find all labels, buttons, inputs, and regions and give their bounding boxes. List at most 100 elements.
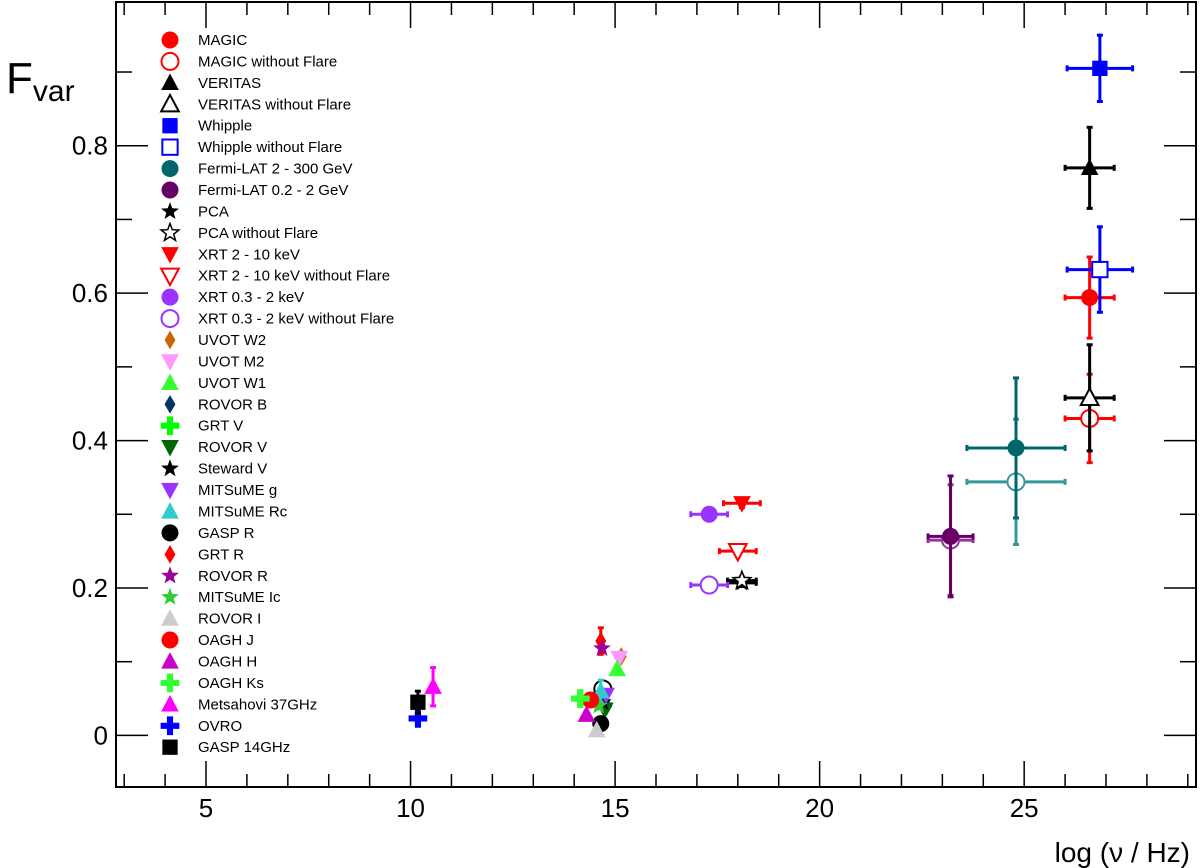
y-tick-label: 0.6: [72, 278, 108, 308]
legend-marker: [164, 544, 176, 564]
legend-label: VERITAS without Flare: [198, 96, 351, 113]
data-point: [570, 689, 590, 708]
legend-marker: [160, 309, 180, 329]
data-point: [1092, 60, 1108, 76]
x-axis-title: log (ν / Hz): [1055, 837, 1190, 868]
legend-label: GASP R: [198, 525, 255, 542]
data-point: [610, 650, 629, 668]
legend-label: MAGIC: [198, 32, 247, 49]
legend-label: Whipple without Flare: [198, 139, 342, 156]
data-point-group: [408, 709, 428, 728]
data-point: [1007, 439, 1025, 457]
data-point-group: [689, 505, 730, 523]
data-point-group: [410, 689, 426, 715]
legend-label: MITSuME Ic: [198, 589, 281, 606]
data-point-group: [608, 659, 626, 677]
data-point-group: [722, 496, 762, 513]
legend-marker: [159, 267, 181, 288]
data-point-group: [1063, 125, 1116, 210]
legend-marker: [160, 416, 180, 436]
data-point: [1091, 260, 1109, 279]
legend-marker: [161, 73, 179, 90]
legend-label: MAGIC without Flare: [198, 53, 337, 70]
legend-marker: [160, 673, 180, 693]
y-axis-title-sub: var: [33, 75, 75, 108]
data-point-group: [965, 376, 1067, 520]
legend-marker: [161, 288, 179, 306]
legend-label: GRT R: [198, 546, 244, 563]
legend-marker: [161, 502, 179, 519]
legend-marker: [161, 694, 179, 712]
legend-marker: [164, 330, 176, 350]
legend-label: PCA without Flare: [198, 225, 318, 242]
legend-label: MITSuME g: [198, 482, 277, 499]
legend-label: ROVOR R: [198, 568, 268, 585]
x-tick-label: 25: [1010, 793, 1039, 823]
legend-marker: [161, 482, 179, 500]
y-tick-label: 0: [94, 720, 108, 750]
legend-marker: [161, 587, 179, 605]
data-point: [730, 569, 753, 590]
data-point-group: [1063, 343, 1116, 453]
legend-marker: [161, 138, 179, 156]
plot-frame: [115, 1, 1197, 788]
data-point: [727, 542, 749, 563]
legend-marker: [161, 31, 179, 49]
legend-label: UVOT M2: [198, 353, 264, 370]
data-point: [1079, 386, 1101, 406]
x-axis: 5 10 15 20 25: [123, 2, 1189, 823]
data-point-group: [1065, 33, 1135, 104]
data-point-group: [1063, 255, 1116, 340]
data-point: [608, 659, 626, 677]
legend-label: XRT 0.3 - 2 keV without Flare: [198, 311, 394, 328]
legend-marker: [161, 652, 179, 669]
x-tick-label: 15: [601, 793, 630, 823]
legend-label: MITSuME Rc: [198, 503, 288, 520]
legend-marker: [160, 51, 180, 71]
data-point: [424, 677, 442, 694]
data-point: [589, 696, 608, 714]
legend-label: Metsahovi 37GHz: [198, 696, 317, 713]
plot-area: [115, 1, 1197, 788]
data-point-group: [689, 575, 730, 595]
data-point-group: [926, 474, 975, 599]
legend-label: UVOT W1: [198, 375, 266, 392]
legend-label: UVOT W2: [198, 332, 266, 349]
data-point-group: [424, 666, 442, 708]
x-tick-label: 20: [805, 793, 834, 823]
y-tick-label: 0.4: [72, 426, 108, 456]
data-point-group: [717, 542, 758, 563]
x-tick-label: 10: [396, 793, 425, 823]
legend-label: XRT 2 - 10 keV: [198, 246, 300, 263]
legend-label: GRT V: [198, 418, 243, 435]
x-tick-label: 5: [199, 793, 213, 823]
legend-label: XRT 0.3 - 2 keV: [198, 289, 304, 306]
data-point: [942, 527, 960, 545]
legend-marker: [161, 202, 179, 219]
data-point-group: [593, 639, 611, 656]
data-point: [410, 694, 426, 710]
legend-label: PCA: [198, 203, 229, 220]
legend-marker: [161, 247, 179, 264]
legend-label: Fermi-LAT 2 - 300 GeV: [198, 161, 353, 178]
legend-label: VERITAS: [198, 75, 261, 92]
y-tick-label: 0.8: [72, 131, 108, 161]
legend: MAGIC MAGIC without Flare VERITAS VERITAS w…: [159, 31, 394, 756]
legend-marker: [161, 459, 179, 477]
legend-label: ROVOR B: [198, 396, 267, 413]
legend-marker: [161, 440, 179, 457]
legend-label: Whipple: [198, 118, 252, 135]
legend-marker: [161, 373, 179, 391]
data-point: [733, 496, 751, 513]
data-point-group: [587, 720, 606, 738]
legend-marker: [161, 631, 179, 649]
legend-label: OVRO: [198, 718, 242, 735]
legend-label: XRT 2 - 10 keV without Flare: [198, 268, 390, 285]
legend-label: ROVOR I: [198, 611, 261, 628]
data-point-group: [577, 705, 596, 722]
data-point-group: [726, 569, 758, 590]
legend-label: OAGH J: [198, 632, 254, 649]
legend-marker: [161, 566, 179, 584]
legend-marker: [161, 354, 179, 371]
